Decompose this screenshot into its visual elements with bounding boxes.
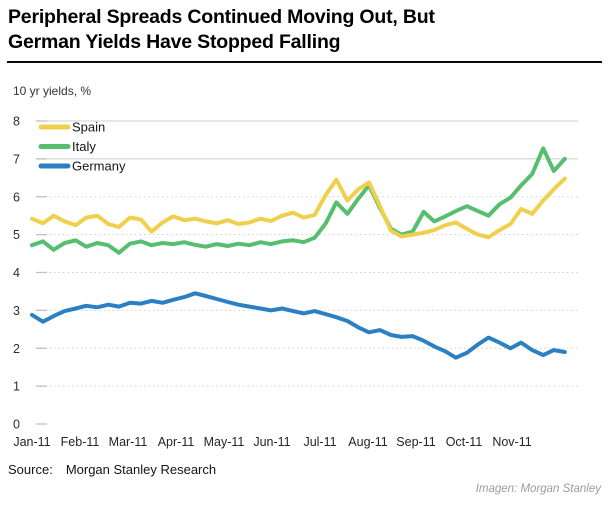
x-tick-label-Feb-11: Feb-11 (61, 435, 100, 449)
x-tick-label-Jul-11: Jul-11 (303, 435, 336, 449)
y-tick-label-0: 0 (13, 418, 20, 432)
x-tick-label-Sep-11: Sep-11 (396, 435, 435, 449)
y-tick-label-5: 5 (13, 228, 20, 242)
x-tick-label-Mar-11: Mar-11 (109, 435, 148, 449)
title-line-2: German Yields Have Stopped Falling (8, 31, 341, 53)
x-tick-label-Jun-11: Jun-11 (253, 435, 290, 449)
y-tick-label-2: 2 (13, 342, 20, 356)
y-axis-unit-label: 10 yr yields, % (13, 84, 92, 98)
x-tick-label-Apr-11: Apr-11 (158, 435, 195, 449)
x-tick-label-Oct-11: Oct-11 (446, 435, 483, 449)
x-tick-label-Jan-11: Jan-11 (13, 435, 50, 449)
y-tick-label-7: 7 (13, 152, 20, 166)
legend-label-spain: Spain (72, 120, 105, 135)
chart-title: Peripheral Spreads Continued Moving Out,… (8, 5, 602, 55)
y-tick-label-3: 3 (13, 304, 20, 318)
legend-label-italy: Italy (72, 139, 96, 154)
y-tick-label-4: 4 (13, 266, 20, 280)
series-line-germany (30, 291, 567, 360)
series-line-spain (30, 176, 567, 240)
x-tick-label-Nov-11: Nov-11 (492, 435, 531, 449)
series-line-italy (30, 146, 567, 255)
title-divider (7, 61, 602, 63)
source-text: Morgan Stanley Research (65, 462, 217, 477)
source-line: Source: Morgan Stanley Research (8, 462, 216, 477)
x-tick-label-May-11: May-11 (204, 435, 245, 449)
image-credit: Imagen: Morgan Stanley (475, 483, 601, 495)
x-tick-label-Aug-11: Aug-11 (348, 435, 387, 449)
source-label: Source: (8, 462, 53, 477)
title-line-1: Peripheral Spreads Continued Moving Out,… (8, 6, 435, 28)
legend-label-germany: Germany (72, 159, 126, 174)
y-tick-label-6: 6 (13, 190, 20, 204)
y-tick-label-1: 1 (13, 380, 20, 394)
y-tick-label-8: 8 (13, 115, 20, 129)
